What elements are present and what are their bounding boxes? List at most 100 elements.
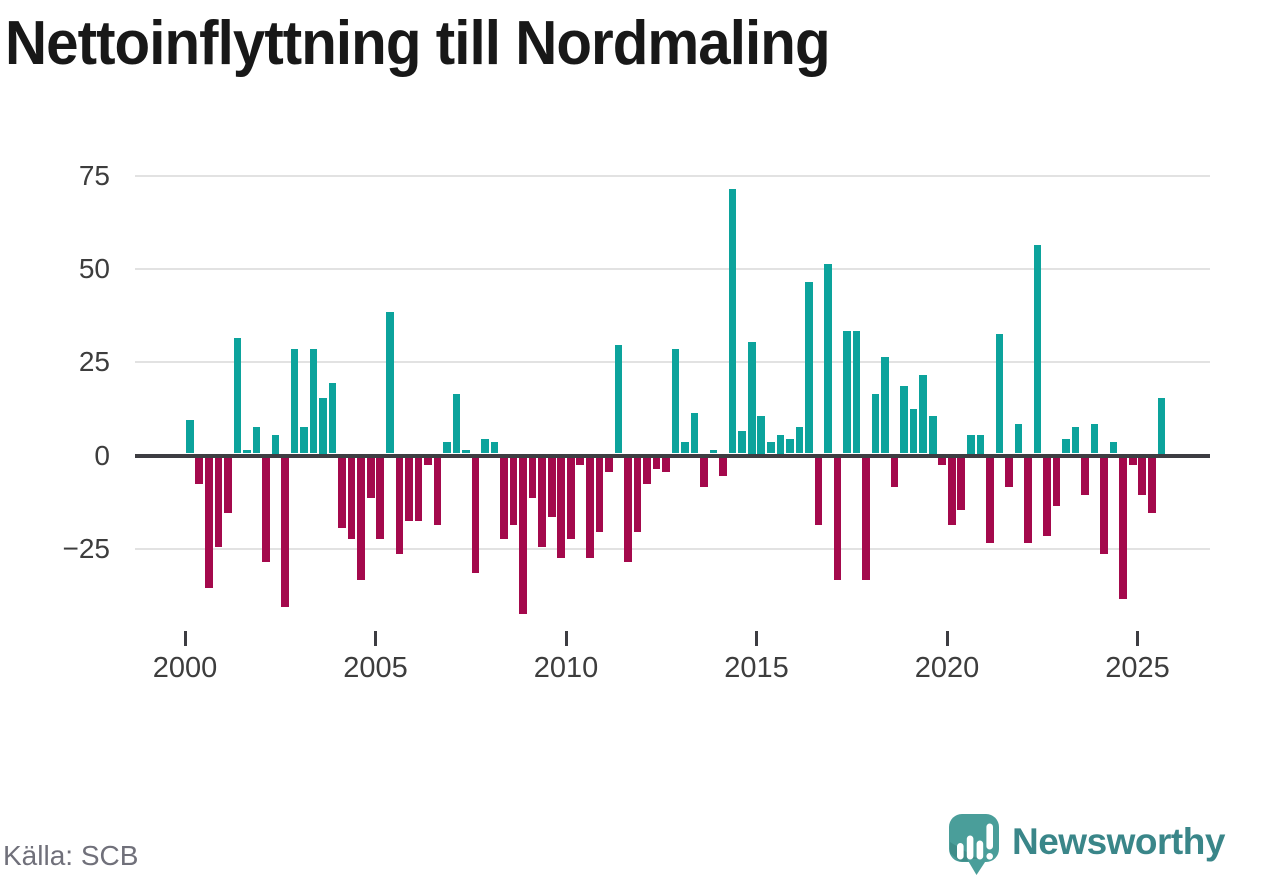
bar-negative bbox=[1128, 457, 1137, 465]
bar-negative bbox=[1024, 457, 1032, 544]
bar-negative bbox=[519, 457, 527, 614]
bar-positive bbox=[385, 311, 394, 454]
bar-negative bbox=[557, 457, 566, 559]
bar-positive bbox=[776, 434, 785, 454]
gridline bbox=[135, 175, 1210, 178]
bar-positive bbox=[681, 442, 689, 454]
bar-negative bbox=[395, 457, 404, 555]
bar-negative bbox=[633, 457, 642, 532]
y-tick-label: −25 bbox=[62, 532, 111, 564]
x-tick-label: 2025 bbox=[1105, 652, 1170, 684]
bar-negative bbox=[862, 457, 870, 581]
x-tick-mark bbox=[564, 631, 568, 646]
bar-negative bbox=[662, 457, 670, 473]
bar-negative bbox=[1005, 457, 1013, 488]
newsworthy-logo-icon bbox=[949, 814, 999, 875]
bar-negative bbox=[347, 457, 356, 540]
bar-negative bbox=[938, 457, 947, 465]
bar-positive bbox=[1090, 423, 1099, 454]
bar-positive bbox=[757, 416, 766, 454]
x-tick-label: 2010 bbox=[533, 652, 599, 684]
bar-negative bbox=[471, 457, 480, 573]
bar-positive bbox=[443, 442, 451, 454]
bar-negative bbox=[643, 457, 651, 484]
bar-positive bbox=[786, 438, 794, 454]
x-tick-label: 2005 bbox=[343, 652, 408, 684]
bar-negative bbox=[1138, 457, 1147, 495]
bar-negative bbox=[624, 457, 632, 562]
bar-positive bbox=[976, 434, 985, 454]
bar-positive bbox=[795, 427, 804, 454]
bar-positive bbox=[328, 382, 337, 454]
bar-negative bbox=[947, 457, 956, 525]
bar-negative bbox=[376, 457, 385, 540]
bar-negative bbox=[205, 457, 213, 588]
bar-negative bbox=[414, 457, 423, 521]
bar-negative bbox=[366, 457, 375, 499]
bar-positive bbox=[1033, 244, 1042, 454]
bar-negative bbox=[214, 457, 223, 547]
newsworthy-wordmark: Newsworthy bbox=[1012, 821, 1225, 862]
bar-positive bbox=[300, 427, 308, 454]
bar-positive bbox=[1109, 442, 1118, 454]
bar-negative bbox=[652, 457, 661, 469]
bar-positive bbox=[1157, 397, 1166, 454]
bar-positive bbox=[462, 449, 470, 454]
bar-negative bbox=[509, 457, 518, 525]
bar-positive bbox=[995, 334, 1004, 454]
bar-negative bbox=[814, 457, 823, 525]
bar-negative bbox=[700, 457, 708, 488]
bar-positive bbox=[747, 341, 756, 454]
bar-positive bbox=[919, 375, 927, 454]
bar-negative bbox=[500, 457, 508, 540]
bar-positive bbox=[309, 349, 318, 454]
bar-negative bbox=[224, 457, 232, 514]
bar-positive bbox=[185, 419, 194, 454]
bar-positive bbox=[709, 449, 718, 454]
bar-negative bbox=[957, 457, 966, 510]
bar-negative bbox=[528, 457, 537, 499]
x-tick-mark bbox=[374, 631, 377, 646]
bar-positive bbox=[243, 449, 251, 454]
chart-title: Nettoinflyttning till Nordmaling bbox=[5, 9, 831, 78]
bar-negative bbox=[424, 457, 432, 465]
bar-negative bbox=[195, 457, 204, 484]
bar-positive bbox=[881, 356, 889, 454]
bar-negative bbox=[538, 457, 546, 547]
bar-positive bbox=[671, 349, 680, 454]
x-tick-mark bbox=[945, 631, 949, 646]
bar-positive bbox=[738, 431, 746, 454]
bar-negative bbox=[281, 457, 289, 607]
gridline bbox=[135, 547, 1210, 550]
x-tick-label: 2015 bbox=[724, 652, 789, 684]
bar-positive bbox=[614, 345, 623, 454]
bar-negative bbox=[1147, 457, 1156, 514]
y-tick-label: 50 bbox=[78, 253, 110, 285]
x-tick-mark bbox=[183, 631, 187, 646]
bar-negative bbox=[357, 457, 365, 581]
bar-negative bbox=[833, 457, 842, 581]
bar-negative bbox=[1119, 457, 1127, 600]
bar-positive bbox=[481, 438, 489, 454]
bar-positive bbox=[452, 393, 461, 454]
bar-negative bbox=[566, 457, 575, 540]
bar-negative bbox=[1052, 457, 1061, 506]
bar-positive bbox=[490, 442, 499, 454]
bar-positive bbox=[252, 427, 261, 454]
bar-negative bbox=[719, 457, 727, 477]
bar-positive bbox=[928, 416, 937, 454]
bar-negative bbox=[547, 457, 556, 518]
bar-positive bbox=[766, 442, 775, 454]
x-tick-mark bbox=[755, 631, 758, 646]
bar-negative bbox=[1100, 457, 1108, 555]
newsworthy-logo: Newsworthy bbox=[948, 813, 1225, 877]
x-tick-mark bbox=[1136, 631, 1139, 646]
x-tick-label: 2000 bbox=[152, 652, 218, 684]
bar-negative bbox=[262, 457, 270, 562]
bar-positive bbox=[805, 282, 813, 454]
bar-positive bbox=[909, 408, 918, 454]
bar-positive bbox=[690, 412, 699, 454]
bar-positive bbox=[967, 434, 975, 454]
bar-negative bbox=[605, 457, 613, 473]
